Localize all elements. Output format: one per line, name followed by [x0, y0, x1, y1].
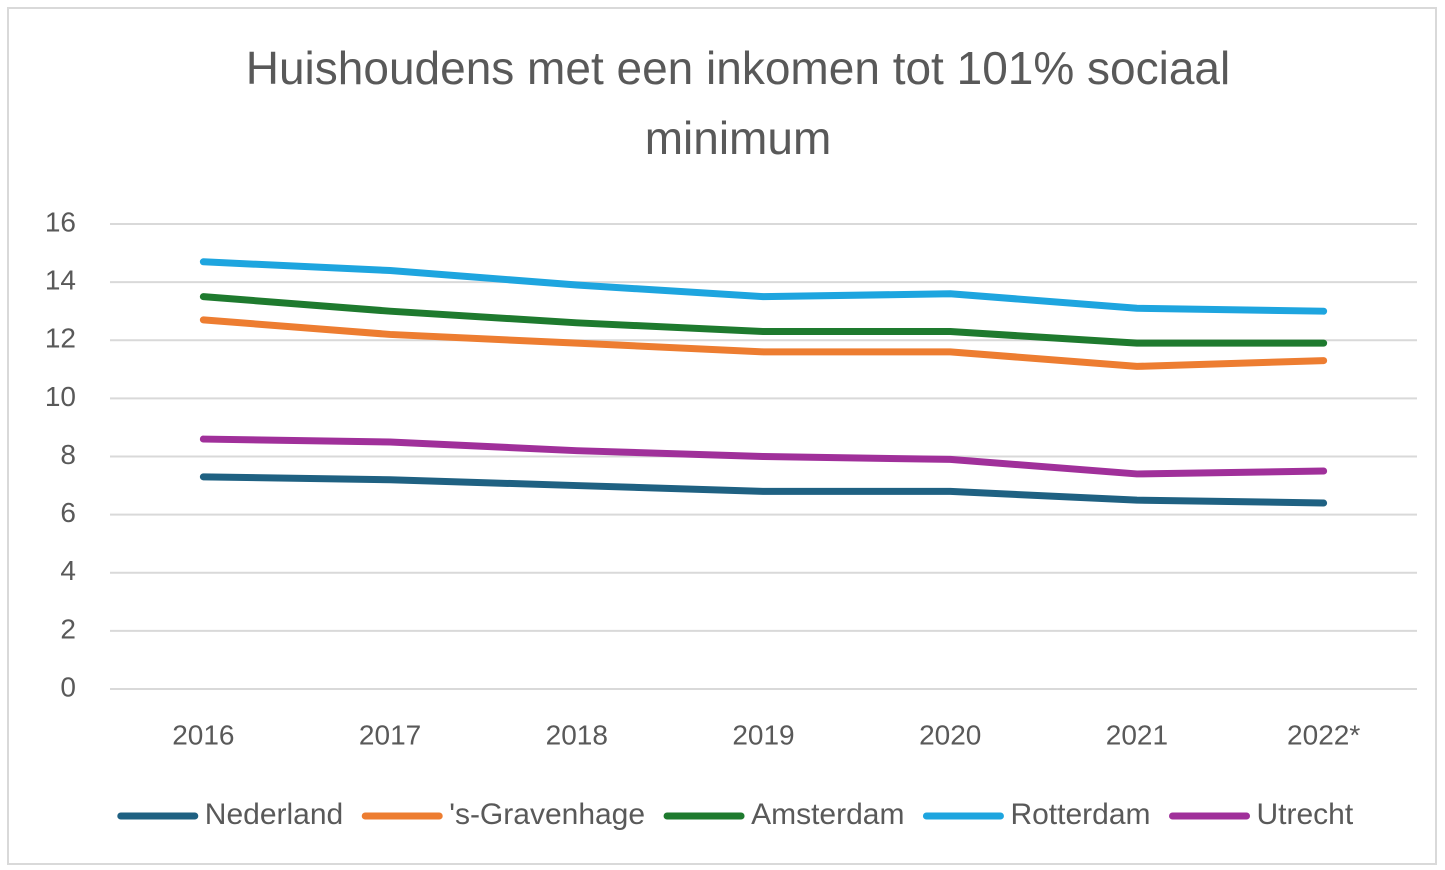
chart-title: Huishoudens met een inkomen tot 101% soc…: [246, 42, 1231, 164]
series-line: [199, 316, 1328, 370]
y-tick-label: 16: [45, 206, 76, 237]
y-tick-label: 8: [60, 439, 76, 470]
y-tick-label: 6: [60, 497, 76, 528]
legend-label: Nederland: [205, 798, 343, 831]
x-tick-label: 2018: [546, 719, 608, 750]
chart-frame: [7, 7, 1437, 865]
series-line: [199, 435, 1328, 478]
x-tick-label: 2021: [1106, 719, 1168, 750]
x-tick-label: 2017: [359, 719, 421, 750]
x-tick-label: 2019: [732, 719, 794, 750]
x-tick-label: 2020: [919, 719, 981, 750]
legend-label: Utrecht: [1257, 798, 1354, 831]
legend-label: Rotterdam: [1010, 798, 1150, 831]
series-line: [199, 293, 1328, 347]
y-tick-label: 2: [60, 613, 76, 644]
y-tick-label: 14: [45, 265, 76, 296]
y-tick-label: 10: [45, 381, 76, 412]
y-tick-label: 4: [60, 555, 76, 586]
y-tick-label: 12: [45, 323, 76, 354]
legend-label: 's-Gravenhage: [449, 798, 645, 831]
series-line: [199, 473, 1328, 507]
series-line: [199, 258, 1328, 315]
x-tick-label: 2016: [172, 719, 234, 750]
y-tick-label: 0: [60, 671, 76, 702]
x-tick-label: 2022*: [1287, 719, 1360, 750]
legend-label: Amsterdam: [751, 798, 904, 831]
